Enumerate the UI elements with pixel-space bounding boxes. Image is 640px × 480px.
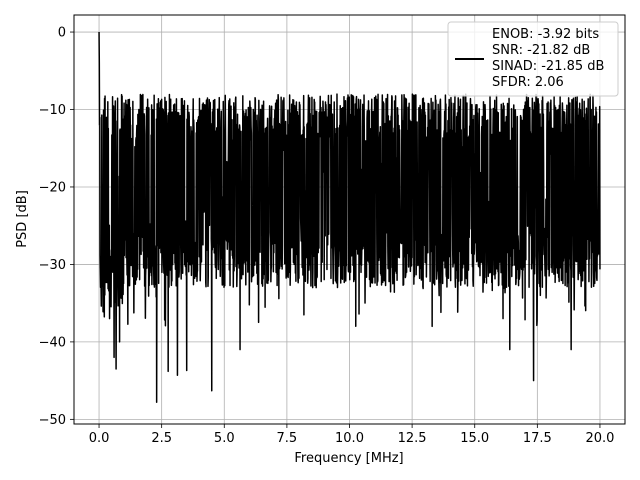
y-tick-label: −20 — [39, 180, 66, 195]
legend-entry-snr: SNR: -21.82 dB — [492, 43, 590, 58]
y-axis-ticks: 0 −10 −20 −30 −40 −50 — [39, 26, 74, 428]
x-tick-label: 7.5 — [277, 431, 298, 446]
x-tick-label: 15.0 — [460, 431, 489, 446]
x-tick-label: 0.0 — [89, 431, 110, 446]
x-tick-label: 17.5 — [523, 431, 552, 446]
y-tick-label: −10 — [39, 103, 66, 118]
x-tick-label: 2.5 — [151, 431, 172, 446]
legend-box — [447, 21, 619, 97]
psd-series-line — [98, 32, 601, 404]
x-axis-ticks: 0.0 2.5 5.0 7.5 10.0 12.5 15.0 17.5 20.0 — [89, 424, 614, 446]
y-axis-label: PSD [dB] — [15, 190, 30, 248]
y-tick-label: −40 — [39, 335, 66, 350]
series-layer — [98, 32, 601, 404]
legend: ENOB: -3.92 bits SNR: -21.82 dB SINAD: -… — [447, 21, 619, 97]
y-tick-label: −50 — [39, 413, 66, 428]
x-tick-label: 12.5 — [398, 431, 427, 446]
x-tick-label: 5.0 — [214, 431, 235, 446]
legend-entry-sinad: SINAD: -21.85 dB — [492, 59, 604, 74]
y-tick-label: −30 — [39, 258, 66, 273]
x-tick-label: 20.0 — [585, 431, 614, 446]
x-tick-label: 10.0 — [335, 431, 364, 446]
legend-entry-sfdr: SFDR: 2.06 — [492, 75, 564, 90]
legend-entry-enob: ENOB: -3.92 bits — [492, 27, 599, 42]
x-axis-label: Frequency [MHz] — [294, 451, 403, 466]
y-tick-label: 0 — [58, 26, 66, 41]
